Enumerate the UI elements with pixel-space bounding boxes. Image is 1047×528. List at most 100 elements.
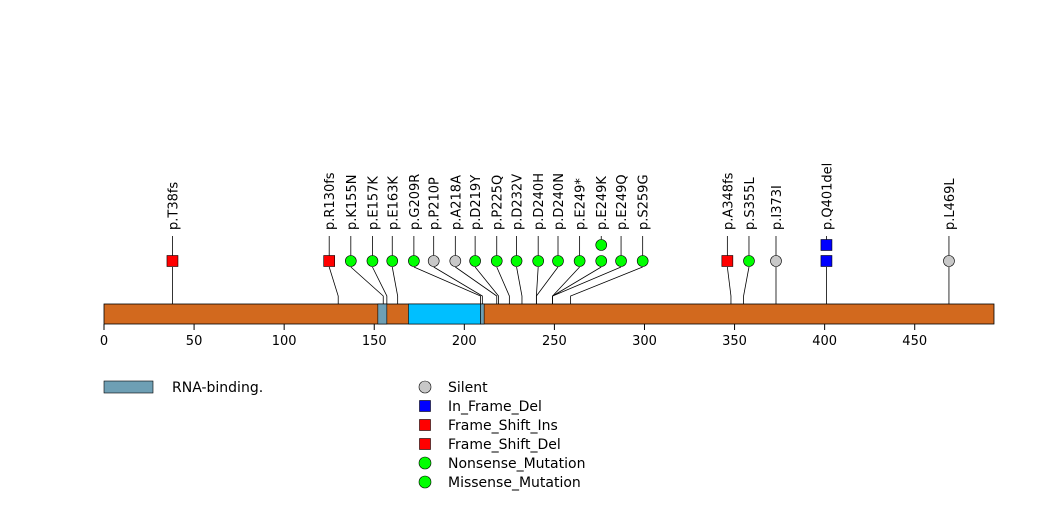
domain-0 bbox=[377, 303, 388, 325]
mutation-marker bbox=[532, 255, 544, 267]
mutation-marker bbox=[469, 255, 481, 267]
mutation-marker bbox=[595, 255, 608, 267]
x-tick-label: 100 bbox=[272, 334, 297, 349]
mutation-connector bbox=[552, 266, 580, 304]
legend-label: Nonsense_Mutation bbox=[448, 456, 585, 472]
x-tick-label: 200 bbox=[452, 334, 477, 349]
x-tick-label: 400 bbox=[812, 334, 837, 349]
mutation-p-R130fs: p.R130fs bbox=[323, 172, 339, 304]
mutation-connector bbox=[535, 266, 559, 304]
mutation-label: p.E163K bbox=[386, 176, 401, 230]
mutation-marker bbox=[743, 255, 755, 267]
mutation-marker bbox=[721, 255, 734, 267]
mutation-p-D232V: p.D232V bbox=[511, 174, 526, 304]
mutation-connector bbox=[455, 266, 498, 304]
mutation-marker bbox=[820, 239, 833, 251]
mutation-label: p.G209R bbox=[408, 174, 423, 230]
mutation-label: p.A348fs bbox=[721, 172, 736, 230]
mutation-label: p.T38fs bbox=[166, 182, 181, 230]
mutation-connector bbox=[552, 266, 622, 304]
mutation-marker bbox=[408, 255, 420, 267]
mutation-marker bbox=[449, 255, 462, 267]
mutation-p-L469L: p.L469L bbox=[943, 178, 958, 304]
mutation-label: p.Q401del bbox=[820, 163, 835, 230]
mutation-label: p.E249* bbox=[574, 178, 589, 230]
mutation-p-Q401del: p.Q401del bbox=[820, 163, 835, 304]
mutation-marker bbox=[510, 255, 523, 267]
mutation-p-E249K: p.E249K bbox=[552, 176, 610, 304]
mutation-label: p.E249K bbox=[595, 176, 610, 230]
mutation-connector bbox=[726, 266, 732, 304]
mutation-connector bbox=[328, 266, 339, 304]
mutation-connector bbox=[743, 266, 750, 304]
mutation-label: p.S355L bbox=[743, 177, 758, 230]
legend-marker bbox=[418, 380, 432, 394]
mutation-p-T38fs: p.T38fs bbox=[166, 182, 181, 304]
mutation-p-I373I: p.I373I bbox=[770, 185, 785, 304]
mutation-p-D219Y: p.D219Y bbox=[469, 175, 499, 304]
mutation-p-S355L: p.S355L bbox=[743, 177, 758, 304]
legend-label: In_Frame_Del bbox=[448, 399, 542, 415]
mutation-p-E163K: p.E163K bbox=[386, 176, 401, 304]
mutation-p-G209R: p.G209R bbox=[408, 174, 481, 304]
mutation-marker bbox=[552, 255, 564, 267]
legend-marker bbox=[418, 475, 432, 489]
mutation-label: p.P210P bbox=[428, 177, 443, 230]
mutation-label: p.E249Q bbox=[615, 174, 630, 230]
mutation-connector bbox=[516, 266, 523, 304]
mutation-marker bbox=[770, 255, 782, 267]
mutation-label: p.D240N bbox=[552, 173, 567, 230]
mutation-marker bbox=[943, 255, 955, 267]
mutation-p-A218A: p.A218A bbox=[449, 175, 498, 304]
mutation-marker bbox=[166, 255, 179, 267]
mutation-label: p.K155N bbox=[345, 175, 360, 230]
mutation-label: p.R130fs bbox=[323, 172, 338, 230]
mutation-connector bbox=[372, 266, 388, 304]
legend-label: Frame_Shift_Del bbox=[448, 437, 561, 453]
domain-2 bbox=[480, 303, 485, 325]
mutation-connector bbox=[413, 266, 481, 304]
mutation-p-S259G: p.S259G bbox=[570, 174, 652, 304]
legend-marker bbox=[419, 419, 431, 431]
domain-legend-label: RNA-binding. bbox=[172, 380, 263, 396]
mutation-connector bbox=[391, 266, 399, 304]
mutation-marker bbox=[595, 239, 608, 251]
mutation-marker bbox=[820, 255, 833, 267]
mutation-label: p.D219Y bbox=[469, 175, 484, 230]
mutation-connector bbox=[496, 266, 510, 304]
mutation-connector bbox=[474, 266, 499, 304]
domain-legend-swatch bbox=[103, 380, 154, 394]
mutation-label: p.A218A bbox=[449, 175, 464, 230]
x-tick-label: 450 bbox=[902, 334, 927, 349]
mutation-p-A348fs: p.A348fs bbox=[721, 172, 736, 304]
mutation-p-E157K: p.E157K bbox=[366, 176, 388, 304]
mutation-connector bbox=[433, 266, 483, 304]
x-tick-label: 350 bbox=[722, 334, 747, 349]
x-tick-label: 250 bbox=[542, 334, 567, 349]
mutation-p-K155N: p.K155N bbox=[345, 175, 384, 304]
legend-marker bbox=[419, 400, 431, 412]
mutation-label: p.I373I bbox=[770, 185, 785, 230]
domain-1 bbox=[408, 303, 481, 325]
x-tick-label: 150 bbox=[362, 334, 387, 349]
mutation-label: p.S259G bbox=[637, 174, 652, 230]
mutation-marker bbox=[490, 255, 503, 267]
mutation-p-P210P: p.P210P bbox=[428, 177, 483, 304]
mutation-p-D240H: p.D240H bbox=[532, 173, 547, 304]
mutation-connector bbox=[570, 266, 643, 304]
mutation-p-E249Q: p.E249Q bbox=[552, 174, 630, 304]
legend-label: Silent bbox=[448, 380, 488, 396]
legend-marker bbox=[419, 438, 431, 450]
mutation-marker bbox=[427, 255, 440, 267]
mutation-connector bbox=[350, 266, 384, 304]
legend-label: Missense_Mutation bbox=[448, 475, 581, 491]
mutation-label: p.P225Q bbox=[491, 175, 506, 230]
x-tick-label: 300 bbox=[632, 334, 657, 349]
mutation-p-P225Q: p.P225Q bbox=[491, 175, 510, 304]
mutation-marker bbox=[366, 255, 379, 267]
mutation-marker bbox=[615, 255, 627, 267]
mutation-marker bbox=[636, 255, 649, 267]
mutation-label: p.L469L bbox=[943, 178, 958, 230]
